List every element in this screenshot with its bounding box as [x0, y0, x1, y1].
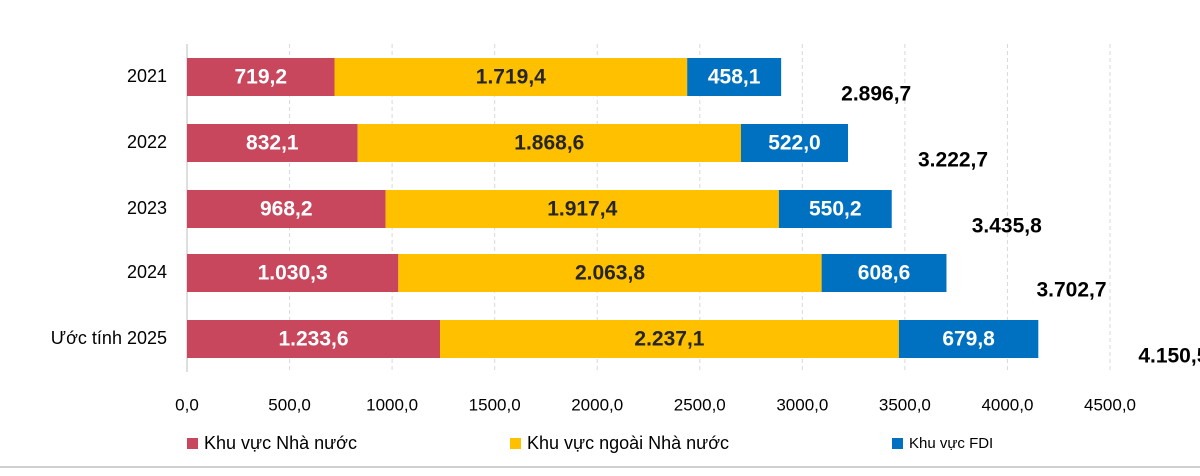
value-label: 1.233,6 — [278, 328, 348, 351]
bar-segment — [187, 320, 441, 358]
legend-swatch — [510, 438, 521, 449]
bar-segment — [687, 58, 782, 96]
value-label: 1.719,4 — [476, 66, 546, 89]
y-tick-label: 2022 — [127, 132, 167, 152]
legend-label: Khu vực Nhà nước — [204, 433, 357, 453]
x-tick-label: 1500,0 — [469, 395, 521, 414]
total-label: 4.150,5 — [1138, 345, 1200, 368]
x-tick-label: 3500,0 — [879, 395, 931, 414]
x-tick-label: 3000,0 — [776, 395, 828, 414]
bar-segment — [740, 124, 849, 162]
bar-segment — [898, 320, 1039, 358]
y-tick-label: Ước tính 2025 — [51, 328, 167, 348]
bar-segment — [334, 58, 688, 96]
bar-segment — [385, 190, 779, 228]
legend-swatch — [892, 438, 903, 449]
bar-segment — [187, 190, 386, 228]
value-label: 679,8 — [942, 328, 995, 351]
value-label: 2.237,1 — [634, 328, 704, 351]
bar-segment — [821, 254, 947, 292]
y-tick-label: 2024 — [127, 262, 167, 282]
total-label: 3.222,7 — [918, 149, 988, 172]
x-tick-label: 1000,0 — [366, 395, 418, 414]
x-tick-label: 500,0 — [268, 395, 311, 414]
bar-segment — [187, 254, 399, 292]
x-tick-label: 2500,0 — [674, 395, 726, 414]
bar-segment — [440, 320, 899, 358]
value-label: 458,1 — [708, 66, 761, 89]
value-label: 1.917,4 — [547, 198, 617, 221]
total-label: 3.435,8 — [972, 215, 1042, 238]
legend-swatch — [187, 438, 198, 449]
value-label: 832,1 — [246, 132, 299, 155]
legend-label: Khu vực ngoài Nhà nước — [527, 433, 729, 453]
legend-label: Khu vực FDI — [909, 435, 993, 452]
bar-segment — [187, 124, 358, 162]
y-tick-label: 2023 — [127, 198, 167, 218]
bar-segment — [398, 254, 822, 292]
x-tick-label: 0,0 — [175, 395, 199, 414]
value-label: 550,2 — [809, 198, 862, 221]
y-tick-label: 2021 — [127, 66, 167, 86]
total-label: 2.896,7 — [841, 83, 911, 106]
total-label: 3.702,7 — [1036, 279, 1106, 302]
value-label: 2.063,8 — [575, 262, 645, 285]
value-label: 608,6 — [858, 262, 911, 285]
x-tick-label: 4500,0 — [1084, 395, 1136, 414]
value-label: 968,2 — [260, 198, 313, 221]
value-label: 1.030,3 — [258, 262, 328, 285]
value-label: 719,2 — [234, 66, 287, 89]
x-tick-label: 2000,0 — [571, 395, 623, 414]
bar-segment — [357, 124, 741, 162]
bar-segment — [778, 190, 892, 228]
value-label: 522,0 — [768, 132, 821, 155]
value-label: 1.868,6 — [514, 132, 584, 155]
x-tick-label: 4000,0 — [981, 395, 1033, 414]
bar-segment — [187, 58, 335, 96]
